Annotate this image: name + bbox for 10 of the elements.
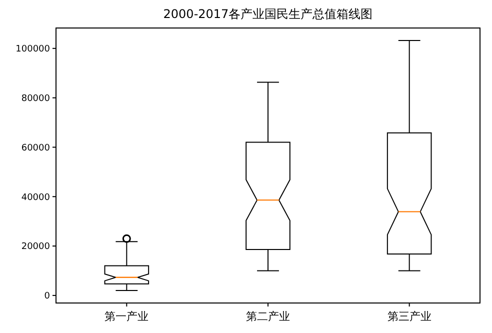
y-tick-label: 80000	[21, 94, 50, 104]
y-tick-label: 100000	[16, 44, 50, 55]
chart-title: 2000-2017各产业国民生产总值箱线图	[163, 7, 373, 21]
x-tick-label: 第二产业	[246, 310, 290, 323]
y-tick-label: 60000	[21, 143, 50, 154]
y-tick-label: 20000	[21, 242, 50, 252]
x-tick-label: 第三产业	[387, 310, 432, 323]
y-tick-label: 40000	[21, 192, 50, 203]
y-tick-label: 0	[44, 292, 50, 302]
x-tick-label: 第一产业	[104, 310, 149, 323]
